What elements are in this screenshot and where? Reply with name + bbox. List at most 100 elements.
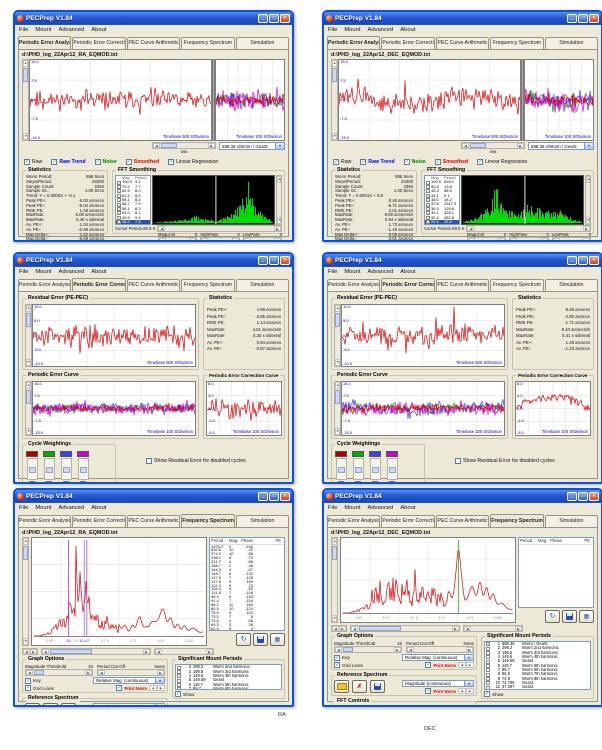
title-bar[interactable]: PECPrep V1.84 _ □ ✕ (15, 12, 292, 25)
harmonics-table-row[interactable]: 104.4 6 -50 (211, 586, 253, 592)
tab-periodic-error-correction[interactable]: Periodic Error Correction (72, 515, 126, 527)
significant-period-row[interactable]: 7 99.7 Worm 6th harmonic (485, 667, 590, 673)
grid-lines-checkbox[interactable]: ✓ Grid Lines (334, 662, 363, 668)
fft-h-scrollbar[interactable]: ◀ ▶ (157, 225, 282, 233)
clear-reference-button[interactable]: ✗ (352, 680, 367, 693)
menu-advanced[interactable]: Advanced (367, 505, 394, 511)
fft-filter-row[interactable]: ✓ 54.0 8.1 (117, 210, 141, 217)
significant-period-row[interactable]: 2 299.2 Worm 2nd harmonic (485, 645, 590, 651)
v-scrollbar[interactable]: ▲ ▼ (334, 304, 341, 367)
tab-simulation[interactable]: Simulation (235, 279, 290, 291)
close-button[interactable]: ✕ (589, 492, 599, 501)
significant-period-row[interactable]: 6 119.7 Worm 5th harmonic (485, 663, 590, 668)
tab-periodic-error-correction[interactable]: Periodic Error Correction (72, 37, 126, 49)
tab-periodic-error-analysis[interactable]: Periodic Error Analysis (18, 515, 72, 527)
menu-mount[interactable]: Mount (35, 505, 52, 511)
pe-cycle-overlay-chart[interactable]: Timebase 100 S/Division (524, 59, 594, 141)
tab-periodic-error-correction[interactable]: Periodic Error Correction (381, 37, 435, 49)
cycle-2-enabled-checkbox[interactable]: ✓ (46, 481, 52, 482)
checkbox-raw-trend[interactable]: ✓ Raw Trend (360, 158, 395, 165)
significant-period-row[interactable]: 10 74.795 Gear3 (485, 680, 590, 686)
fft-filter-row[interactable]: ✓ 70.2 7.7 (117, 183, 141, 191)
fft-filter-list[interactable]: Mag. Period ✓ 100.0 628.1 ✓ 50.5 13.8 ✓ 45.3 58… (424, 175, 460, 226)
fft-v-scrollbar[interactable]: ▲ ▼ (585, 175, 591, 226)
print-norm-spinner[interactable]: ◀ ▶ (149, 685, 165, 692)
menu-advanced[interactable]: Advanced (367, 269, 394, 275)
residual-error-chart[interactable]: 10.0 5.0 0.0 -5.0 -10.0 Timebase 500 S/Divis… (341, 304, 505, 367)
title-bar[interactable]: PECPrep V1.84 _ □ ✕ (324, 490, 601, 503)
cycle-1-enabled-checkbox[interactable]: ✓ (338, 481, 344, 482)
tab-pec-curve-arithmetic[interactable]: PEC Curve Arithmetic (435, 279, 490, 291)
key-checkbox[interactable]: ✓ Key (25, 677, 41, 684)
tab-simulation[interactable]: Simulation (544, 279, 599, 291)
menu-mount[interactable]: Mount (35, 27, 52, 33)
show-periods-checkbox[interactable]: ✓ Show (484, 691, 504, 697)
harmonics-table-row[interactable]: 73.3 7 8 (211, 613, 253, 619)
tab-simulation[interactable]: Simulation (544, 515, 599, 527)
harmonics-table-row[interactable]: 137.9 7 -125 (211, 574, 253, 580)
menu-mount[interactable]: Mount (344, 505, 361, 511)
significant-period-row[interactable]: 8 85.5 Worm 7th harmonic (485, 672, 590, 677)
key-checkbox[interactable]: ✓ Key (334, 654, 350, 661)
significant-period-row[interactable]: 7 99.7 Worm 6th harmonic (176, 686, 281, 690)
show-residual-checkbox[interactable]: Show Residual Error for disabled cycles (455, 458, 555, 464)
harmonics-table-row[interactable]: 620.6 10 42 (211, 547, 253, 553)
close-button[interactable]: ✕ (280, 14, 290, 23)
fft-filter-row[interactable]: ✓ 58.1 8.3 (117, 197, 141, 204)
harmonics-table-row[interactable]: 69.3 3 26 (211, 621, 253, 627)
save-reference-button[interactable] (61, 703, 76, 705)
pe-raw-chart[interactable]: 15.0 7.5 0.0 -7.5 -15.0 Timebase 500 S/Divis… (338, 59, 521, 141)
checkbox-raw[interactable]: ✓ Raw (24, 158, 43, 165)
fft-filter-row[interactable]: ✓ 37.6 2917.3 (426, 201, 457, 208)
harmonics-table-row[interactable]: 148.7 6 -132 (211, 570, 253, 576)
fft-filter-row[interactable]: ✓ 100.0 628.1 (426, 179, 455, 186)
highpass-slider[interactable]: ◀ ▶ (200, 237, 240, 240)
spectrum-zoom-scrollbar[interactable]: ◀ ▶ (350, 624, 460, 632)
period-selector-dropdown[interactable]: 598.36 s/Worm / Gear5 ▼ (219, 142, 285, 150)
harmonics-table-row[interactable]: 221.7 4 -58 (211, 559, 253, 565)
harmonics-table-row[interactable]: 164.3 4 -57 (211, 566, 253, 572)
tab-simulation[interactable]: Simulation (544, 37, 599, 49)
periodic-error-curve-chart[interactable]: 15.0 7.5 0.0 -7.5 -15.0 Timebase 100 S/Divis… (32, 381, 196, 436)
spectrum-zoom-scrollbar[interactable]: ◀ ▶ (41, 647, 151, 655)
frequency-spectrum-chart[interactable]: 3.62 13.7 47.5 172 624 2280 (340, 537, 516, 623)
show-periods-checkbox[interactable]: ✓ Show (175, 691, 195, 697)
tab-pec-curve-arithmetic[interactable]: PEC Curve Arithmetic (126, 37, 181, 49)
menu-advanced[interactable]: Advanced (58, 269, 85, 275)
fft-filter-row[interactable]: ✓ 56.7 7.9 (117, 201, 141, 208)
significant-period-row[interactable]: 6 119.7 Worm 5th harmonic (176, 682, 281, 687)
cycle-1-weight-slider[interactable] (26, 458, 38, 480)
tab-periodic-error-analysis[interactable]: Periodic Error Analysis (327, 279, 381, 291)
tab-periodic-error-analysis[interactable]: Periodic Error Analysis (327, 36, 381, 49)
copy-table-button[interactable]: ▦ (270, 633, 285, 647)
fft-v-scrollbar[interactable]: ▲ ▼ (276, 175, 282, 226)
tab-frequency-spectrum[interactable]: Frequency Spectrum (181, 37, 235, 49)
period-cutoff-slider[interactable]: ◀ ▶ (406, 646, 474, 653)
pane-splitter[interactable] (212, 59, 215, 141)
cycle-2-enabled-checkbox[interactable]: ✓ (355, 481, 361, 482)
tab-pec-curve-arithmetic[interactable]: PEC Curve Arithmetic (435, 37, 490, 49)
worm-position-scrollbar[interactable]: ◀ ▶ (461, 142, 525, 149)
v-scrollbar[interactable]: ▲ ▼ (25, 381, 32, 436)
fft-filter-row[interactable]: ✓ 32.4 452.8 (426, 214, 455, 221)
menu-file[interactable]: File (19, 27, 29, 33)
print-norm-spinner[interactable]: ◀ ▶ (458, 662, 474, 668)
spectrum-range-scrollbar[interactable]: ◀ ▶ (154, 647, 214, 655)
harmonics-table-row[interactable]: 188.7 2 -46 (211, 563, 253, 569)
fft-filter-row[interactable]: ✓ 26.6 25.4 (425, 219, 459, 225)
checkbox-noise[interactable]: ✓ Noise (403, 158, 426, 165)
tab-pec-curve-arithmetic[interactable]: PEC Curve Arithmetic (126, 279, 181, 291)
menu-about[interactable]: About (400, 505, 416, 511)
tab-periodic-error-analysis[interactable]: Periodic Error Analysis (18, 279, 72, 291)
maximize-button[interactable]: □ (269, 256, 279, 265)
significant-period-row[interactable]: 11 37.397 Gear2 (485, 685, 590, 689)
harmonics-table-row[interactable]: 80.5 10 -124 (211, 606, 253, 611)
load-reference-button[interactable] (25, 703, 40, 705)
ref-print-norm-spinner[interactable]: ◀ ▶ (458, 688, 474, 694)
significant-periods-list[interactable]: 2 299.2 Worm 2nd harmonic 3 199.5 Worm 3rd h… (175, 664, 282, 690)
frequency-spectrum-chart[interactable]: 3.62 13.7 47.5 172 624 2280 14 12.47 (31, 537, 207, 647)
fft-filter-row[interactable]: ✓ 35.1 326.1 (426, 210, 455, 217)
show-residual-checkbox[interactable]: Show Residual Error for disabled cycles (146, 458, 246, 464)
fft-filter-row[interactable]: ✓ 44.1 9.1 (426, 192, 450, 199)
cycle-3-weight-slider[interactable] (60, 458, 72, 480)
